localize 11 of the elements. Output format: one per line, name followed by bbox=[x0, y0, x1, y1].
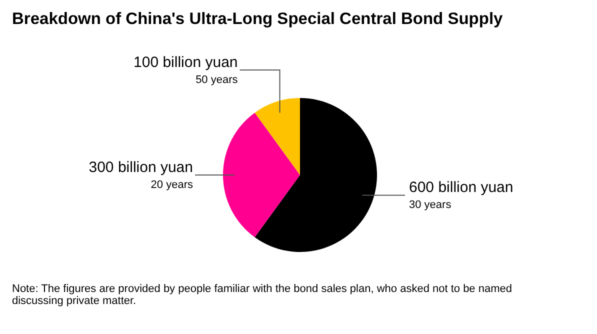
data-label: 600 billion yuan bbox=[409, 179, 514, 196]
pie-slice bbox=[254, 98, 377, 252]
data-label: 300 billion yuan bbox=[88, 159, 193, 176]
data-label: 100 billion yuan bbox=[134, 54, 238, 71]
pie-slice bbox=[223, 112, 300, 238]
slice-label: 20 years bbox=[150, 179, 194, 191]
slice-label: 30 years bbox=[409, 199, 452, 212]
chart-title: Breakdown of China's Ultra-Long Special Central Bond Supply bbox=[12, 10, 504, 28]
slice-label: 50 years bbox=[196, 74, 238, 86]
pie-slice bbox=[254, 98, 300, 175]
text: Note: The figures are provided by people familiar with the bond sales plan, who asked not to be named discussing private matter. bbox=[12, 283, 512, 307]
